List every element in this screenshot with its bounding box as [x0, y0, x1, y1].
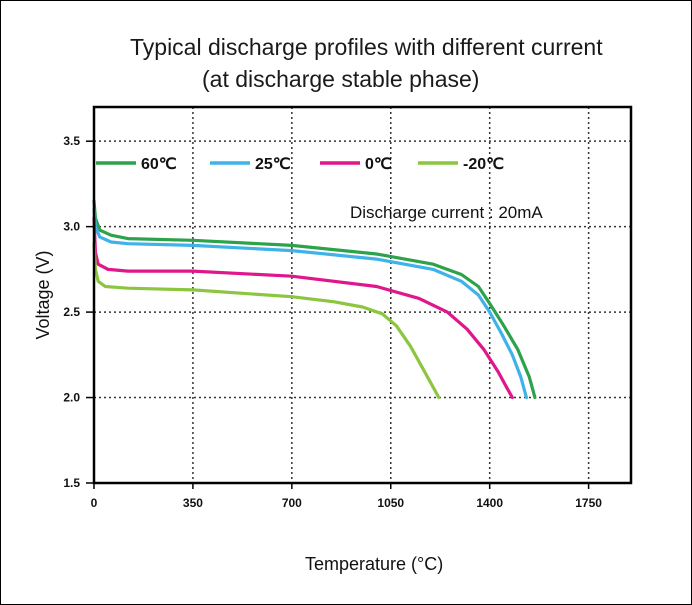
legend-label: 60℃: [141, 156, 177, 173]
y-tick-label: 1.5: [63, 476, 80, 490]
y-axis: 1.5 2.0 2.5 3.0 3.5: [63, 134, 94, 490]
x-tick-label: 700: [282, 496, 302, 510]
chart-title: Typical discharge profiles with differen…: [130, 34, 603, 60]
series-line: [92, 207, 528, 400]
x-tick-label: 0: [91, 496, 98, 510]
x-tick-label: 1050: [377, 496, 404, 510]
legend-label: 25℃: [255, 156, 291, 173]
x-axis: 0 350 700 1050 1400 1750: [91, 483, 602, 510]
y-tick-label: 2.5: [63, 305, 80, 319]
y-tick-label: 2.0: [63, 391, 80, 405]
series-line: [92, 216, 514, 400]
series-line: [92, 242, 441, 400]
x-tick-label: 1750: [575, 496, 602, 510]
y-tick-label: 3.0: [63, 220, 80, 234]
y-tick-label: 3.5: [63, 134, 80, 148]
series-lines: [92, 199, 537, 400]
discharge-current-annotation: Discharge current : 20mA: [350, 203, 543, 222]
plot-area-border: [92, 105, 633, 485]
legend: 60℃ 25℃ 0℃ -20℃: [96, 156, 504, 173]
x-tick-label: 350: [183, 496, 203, 510]
x-tick-label: 1400: [476, 496, 503, 510]
legend-label: 0℃: [365, 156, 392, 173]
x-axis-label: Temperature (°C): [305, 554, 443, 574]
chart-subtitle: (at discharge stable phase): [202, 66, 480, 92]
y-axis-label: Voltage (V): [33, 250, 53, 339]
legend-label: -20℃: [463, 156, 504, 173]
series-line: [92, 199, 537, 400]
